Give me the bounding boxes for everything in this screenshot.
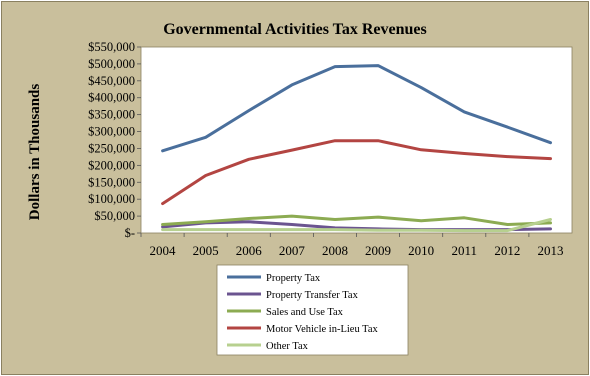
x-tick-label: 2007 <box>279 243 306 258</box>
x-tick-label: 2004 <box>150 243 177 258</box>
y-tick-label: $100,000 <box>88 192 135 206</box>
x-tick-label: 2005 <box>193 243 219 258</box>
y-tick-label: $450,000 <box>88 74 135 88</box>
y-tick-label: $500,000 <box>88 57 135 71</box>
y-tick-label: $250,000 <box>88 141 135 155</box>
series-line-property-tax <box>161 64 552 153</box>
legend-entry: Other Tax <box>266 341 309 352</box>
x-tick-label: 2009 <box>365 243 391 258</box>
y-tick-label: $400,000 <box>88 91 135 105</box>
chart-title: Governmental Activities Tax Revenues <box>163 21 427 38</box>
series-line-other-tax <box>161 218 552 233</box>
y-tick-label: $50,000 <box>94 209 135 223</box>
series-line-sales-and-use-tax <box>161 214 552 226</box>
legend-entry: Property Tax <box>266 273 321 284</box>
legend-entry: Motor Vehicle in-Lieu Tax <box>266 324 378 335</box>
series-line-motor-vehicle-in-lieu-tax <box>161 139 552 206</box>
y-tick-label: $150,000 <box>88 175 135 189</box>
y-axis-label: Dollars in Thousands <box>27 84 43 221</box>
legend-entry: Sales and Use Tax <box>266 307 344 318</box>
x-tick-label: 2011 <box>451 243 477 258</box>
x-tick-label: 2012 <box>494 243 520 258</box>
y-tick-label: $300,000 <box>88 125 135 139</box>
legend: Property Tax Property Transfer Tax Sales a… <box>216 264 409 356</box>
y-tick-label: $550,000 <box>88 40 135 54</box>
y-tick-label: $350,000 <box>88 108 135 122</box>
x-tick-label: 2010 <box>408 243 434 258</box>
y-tick-label: $- <box>125 226 135 240</box>
x-tick-label: 2013 <box>537 243 563 258</box>
x-tick-label: 2008 <box>322 243 348 258</box>
legend-entry: Property Transfer Tax <box>266 290 359 301</box>
y-tick-label: $200,000 <box>88 158 135 172</box>
x-tick-label: 2006 <box>236 243 263 258</box>
